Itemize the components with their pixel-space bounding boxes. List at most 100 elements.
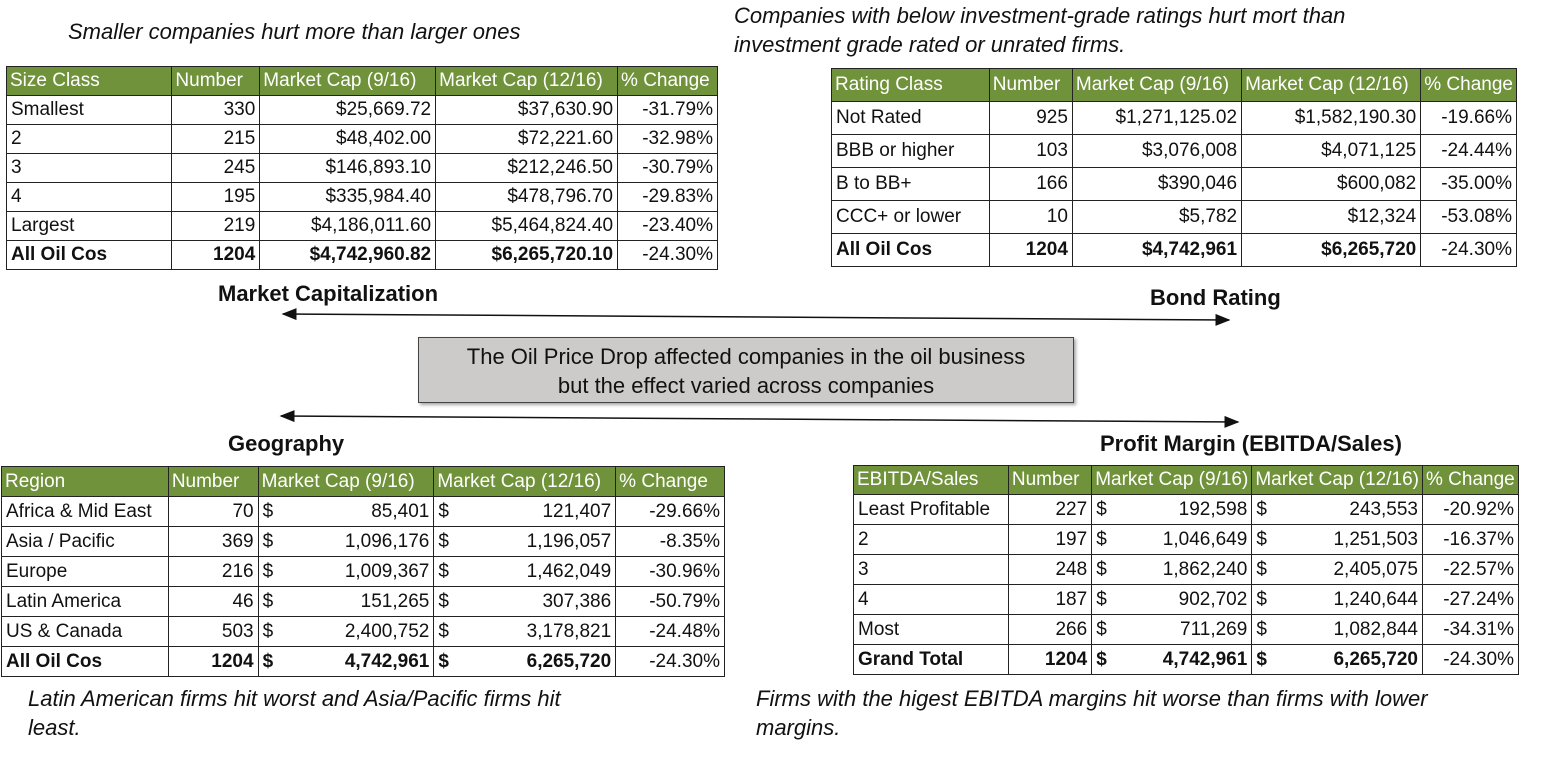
table-cell: 330 [171, 95, 261, 125]
column-header: % Change [1420, 68, 1517, 102]
table-cell: $1,009,367 [257, 556, 435, 587]
cell-value: 6,265,720 [1333, 648, 1418, 670]
table-cell: $478,796.70 [435, 182, 619, 212]
table-cell: 248 [1007, 554, 1093, 585]
cell-value: 2,405,075 [1333, 558, 1418, 580]
bond-rating-caption-line1: Companies with below investment-grade ra… [734, 3, 1346, 28]
currency-symbol: $ [262, 620, 274, 642]
table-cell: All Oil Cos [1, 646, 169, 677]
table-cell: $600,082 [1241, 167, 1422, 201]
column-header: Market Cap (9/16) [1071, 68, 1243, 102]
table-cell: 219 [171, 211, 261, 241]
column-header: Market Cap (9/16) [257, 466, 435, 497]
column-header: Region [1, 466, 169, 497]
header-row: Size Class Number Market Cap (9/16) Market … [5, 66, 718, 96]
table-cell: $6,265,720.10 [435, 240, 619, 270]
table-cell: $4,742,960.82 [259, 240, 437, 270]
table-cell: 1204 [167, 646, 259, 677]
geography-caption: Latin American firms hit worst and Asia/… [28, 684, 561, 742]
table-cell: -31.79% [617, 95, 718, 125]
table-row: 2 197 $1,046,649 $1,251,503 -16.37% [853, 524, 1519, 555]
table-cell: -8.35% [615, 526, 725, 557]
table-cell: $37,630.90 [435, 95, 619, 125]
bond-rating-caption: Companies with below investment-grade ra… [734, 1, 1345, 59]
table-cell: BBB or higher [831, 134, 990, 168]
table-row: Latin America 46 $151,265 $307,386 -50.79% [1, 586, 725, 617]
table-cell: Largest [5, 211, 173, 241]
table-cell: $1,271,125.02 [1071, 101, 1243, 135]
bond-rating-title: Bond Rating [1150, 285, 1281, 310]
table-row: Grand Total 1204 $4,742,961 $6,265,720 -24.3… [853, 644, 1519, 675]
table-cell: $1,096,176 [257, 526, 435, 557]
table-row: Most 266 $711,269 $1,082,844 -34.31% [853, 614, 1519, 645]
currency-symbol: $ [262, 500, 274, 522]
table-cell: $12,324 [1241, 200, 1422, 234]
currency-symbol: $ [438, 500, 449, 522]
table-cell: -53.08% [1420, 200, 1517, 234]
ebitda-table: EBITDA/Sales Number Market Cap (9/16) Marke… [853, 465, 1519, 675]
table-cell: $1,240,644 [1251, 584, 1423, 615]
table-cell: $3,178,821 [433, 616, 617, 647]
table-cell: $4,742,961 [1091, 644, 1253, 675]
table-cell: -35.00% [1420, 167, 1517, 201]
table-row: Largest 219 $4,186,011.60 $5,464,824.40 -23.… [5, 211, 718, 241]
table-cell: $243,553 [1251, 494, 1423, 525]
currency-symbol: $ [1256, 558, 1267, 580]
table-cell: Least Profitable [853, 494, 1009, 525]
table-cell: $72,221.60 [435, 124, 619, 154]
table-row: US & Canada 503 $2,400,752 $3,178,821 -24.48… [1, 616, 725, 647]
table-cell: Smallest [5, 95, 173, 125]
table-cell: 369 [167, 526, 259, 557]
profit-margin-title: Profit Margin (EBITDA/Sales) [1100, 431, 1402, 456]
profit-margin-caption-line1: Firms with the higest EBITDA margins hit… [756, 686, 1428, 711]
table-row: Asia / Pacific 369 $1,096,176 $1,196,057 -8.… [1, 526, 725, 557]
table-cell: -24.30% [615, 646, 725, 677]
column-header: Market Cap (9/16) [1091, 465, 1253, 495]
table-row: Not Rated 925 $1,271,125.02 $1,582,190.30 -1… [831, 101, 1517, 135]
table-cell: 2 [5, 124, 173, 154]
currency-symbol: $ [438, 530, 449, 552]
cell-value: 1,082,844 [1333, 618, 1418, 640]
table-row: 3 248 $1,862,240 $2,405,075 -22.57% [853, 554, 1519, 585]
column-header: Market Cap (12/16) [435, 66, 619, 96]
table-row: Smallest 330 $25,669.72 $37,630.90 -31.79% [5, 95, 718, 125]
table-cell: Asia / Pacific [1, 526, 169, 557]
table-cell: -32.98% [617, 124, 718, 154]
currency-symbol: $ [1256, 648, 1267, 670]
table-cell: $1,082,844 [1251, 614, 1423, 645]
table-cell: $4,071,125 [1241, 134, 1422, 168]
header-row: Region Number Market Cap (9/16) Market Cap … [1, 466, 725, 497]
cell-value: 121,407 [542, 500, 612, 522]
table-cell: 197 [1007, 524, 1093, 555]
table-cell: 4 [5, 182, 173, 212]
table-cell: $192,598 [1091, 494, 1253, 525]
column-header: Market Cap (12/16) [1251, 465, 1423, 495]
table-cell: 216 [167, 556, 259, 587]
table-cell: $3,076,008 [1071, 134, 1243, 168]
table-cell: Africa & Mid East [1, 496, 169, 527]
table-cell: -24.44% [1420, 134, 1517, 168]
market-cap-title: Market Capitalization [218, 281, 439, 306]
table-cell: 215 [171, 124, 261, 154]
table-row: Least Profitable 227 $192,598 $243,553 -20.9… [853, 494, 1519, 525]
table-row: BBB or higher 103 $3,076,008 $4,071,125 -24.… [831, 134, 1517, 168]
cell-value: 243,553 [1349, 498, 1418, 520]
table-cell: 2 [853, 524, 1009, 555]
table-cell: 925 [988, 101, 1073, 135]
table-cell: $1,862,240 [1091, 554, 1253, 585]
currency-symbol: $ [1256, 618, 1267, 640]
cell-value: 4,742,961 [344, 650, 430, 672]
cell-value: 4,742,961 [1162, 648, 1248, 670]
profit-margin-caption-line2: margins. [756, 715, 841, 740]
table-cell: 10 [988, 200, 1073, 234]
table-cell: $390,046 [1071, 167, 1243, 201]
table-cell: $1,046,649 [1091, 524, 1253, 555]
table-cell: $151,265 [257, 586, 435, 617]
table-cell: $5,782 [1071, 200, 1243, 234]
table-cell: 266 [1007, 614, 1093, 645]
profit-margin-caption: Firms with the higest EBITDA margins hit… [756, 684, 1428, 742]
currency-symbol: $ [1256, 588, 1267, 610]
table-cell: 227 [1007, 494, 1093, 525]
currency-symbol: $ [1256, 498, 1267, 520]
table-cell: 1204 [1007, 644, 1093, 675]
